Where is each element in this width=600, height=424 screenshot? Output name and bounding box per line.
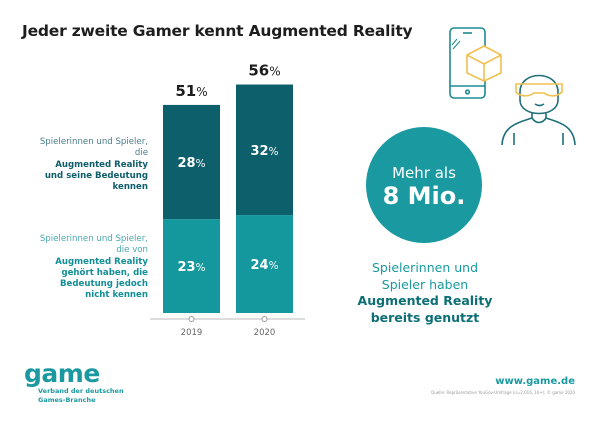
bar-label-2020-heard: 24%	[251, 258, 279, 273]
source-note: Quelle: Repräsentative YouGov-Umfrage (n…	[431, 390, 575, 395]
x-tick-label-2020: 2020	[254, 328, 276, 338]
highlight-caption: Spielerinnen und Spieler haben Augmented…	[350, 260, 500, 326]
logo-sub-line2: Games-Branche	[38, 395, 96, 404]
game-logo: game	[24, 359, 100, 388]
bar-2019-heard	[163, 219, 220, 313]
bar-label-2019-heard: 23%	[178, 260, 206, 275]
bar-label-2019-known: 28%	[178, 156, 206, 171]
axis-tick-2020	[261, 316, 268, 322]
website-link[interactable]: www.game.de	[495, 376, 575, 387]
page-title: Jeder zweite Gamer kennt Augmented Reali…	[22, 22, 413, 40]
bar-2020-heard	[236, 215, 293, 313]
legend-known-plain: Spielerinnen und Spieler, die	[39, 137, 148, 159]
logo-sub-line1: Verband der deutschen	[38, 387, 124, 395]
bar-2019-known	[163, 104, 220, 220]
vr-goggles-icon	[515, 83, 563, 97]
legend-heard-plain: Spielerinnen und Spieler, die von	[39, 234, 148, 256]
bar-2020-known	[236, 84, 293, 216]
highlight-line2: 8 Mio.	[382, 182, 466, 210]
legend-known: Spielerinnen und Spieler, die Augmented …	[38, 137, 148, 193]
cube-icon	[466, 45, 502, 82]
bar-label-2020-known: 32%	[251, 144, 279, 159]
total-label-2019: 51%	[175, 82, 207, 100]
highlight-caption-bold: Augmented Reality bereits genutzt	[357, 293, 493, 325]
highlight-circle: Mehr als 8 Mio.	[366, 127, 482, 243]
legend-heard-bold: Augmented Reality gehört haben, die Bede…	[55, 256, 148, 301]
vr-person-icon	[501, 74, 576, 146]
x-tick-label-2019: 2019	[181, 328, 203, 338]
logo-subtitle: Verband der deutschen Games-Branche	[38, 387, 124, 404]
total-label-2020: 56%	[248, 62, 280, 80]
highlight-caption-plain: Spielerinnen und Spieler haben	[371, 260, 479, 292]
legend-known-bold: Augmented Reality und seine Bedeutung ke…	[44, 159, 148, 193]
axis-tick-2019	[188, 316, 195, 322]
legend-heard: Spielerinnen und Spieler, die von Augmen…	[38, 234, 148, 302]
highlight-line1: Mehr als	[392, 164, 456, 182]
